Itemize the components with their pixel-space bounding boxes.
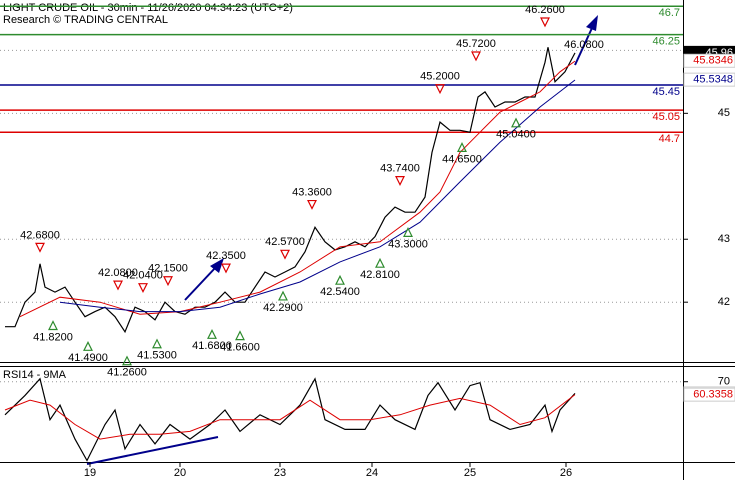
pivot-label: 42.3500	[206, 250, 246, 262]
pivot-low-marker	[48, 320, 58, 331]
pivot-low-marker	[403, 227, 413, 237]
level-label: 44.7	[659, 133, 680, 145]
price-tag: 60.3358	[693, 389, 733, 401]
pivot-high-marker	[35, 242, 45, 253]
pivot-label: 45.7200	[456, 38, 496, 50]
pivot-low-marker	[207, 328, 217, 339]
price-tag: 45.5348	[693, 74, 733, 86]
level-label: 46.25	[652, 36, 680, 48]
price-tag-box	[683, 72, 735, 87]
pivot-label: 42.0800	[98, 267, 138, 279]
pivot-label: 41.5300	[137, 350, 177, 362]
pivot-label: 45.0400	[496, 129, 536, 141]
pivot-high-marker	[113, 280, 123, 291]
level-label: 46.7	[659, 7, 680, 19]
pivot-label: 41.2600	[107, 367, 147, 379]
x-tick-label: 20	[174, 467, 186, 479]
level-label: 45.05	[652, 111, 680, 123]
x-tick-label: 19	[84, 467, 96, 479]
forecast-arrow	[184, 266, 217, 301]
pivot-high-marker	[163, 276, 173, 287]
pivot-label: 43.3600	[292, 186, 332, 198]
x-tick-label: 25	[464, 467, 476, 479]
y-tick-label: 43	[718, 233, 730, 245]
y-tick-label: 70	[718, 376, 730, 388]
y-tick-label: 42	[718, 296, 730, 308]
pivot-label: 42.0400	[123, 270, 163, 282]
pivot-label: 44.6500	[442, 153, 482, 165]
series-line	[59, 79, 576, 313]
trend-line	[86, 436, 219, 465]
pivot-label: 43.3000	[388, 238, 428, 250]
pivot-label: 41.6600	[220, 342, 260, 354]
pivot-label: 46.2600	[525, 4, 565, 16]
arrow-head	[586, 15, 598, 31]
pivot-label: 41.4900	[68, 352, 108, 364]
pivot-low-marker	[83, 340, 93, 351]
pivot-label: 42.1500	[148, 263, 188, 275]
price-tag: 45.8346	[693, 55, 733, 67]
pivot-label: 41.8200	[33, 331, 73, 343]
pivot-label: 41.6800	[192, 340, 232, 352]
pivot-low-marker	[122, 355, 132, 366]
arrow-head	[210, 258, 224, 273]
pivot-high-marker	[540, 17, 550, 28]
pivot-high-marker	[307, 199, 317, 210]
pivot-label: 42.6800	[20, 229, 60, 241]
pivot-low-marker	[511, 117, 521, 128]
y-tick-label: 45	[718, 107, 730, 119]
x-tick-label: 24	[366, 467, 378, 479]
pivot-low-marker	[457, 142, 467, 152]
pivot-high-marker	[435, 84, 445, 95]
panel-title: RSI14 - 9MA	[3, 369, 67, 381]
series-line	[19, 60, 576, 318]
pivot-label: 42.2900	[263, 302, 303, 314]
pivot-high-marker	[138, 283, 148, 294]
pivot-low-marker	[335, 274, 345, 285]
chart-subtitle: Research © TRADING CENTRAL	[3, 14, 168, 26]
series-line	[5, 47, 576, 334]
chart-title: LIGHT CRUDE OIL - 30min - 11/26/2020 04:…	[3, 2, 293, 14]
series-line	[4, 377, 576, 462]
x-tick-label: 23	[274, 467, 286, 479]
pivot-high-marker	[471, 51, 481, 62]
pivot-high-marker	[395, 176, 405, 186]
series-line	[4, 394, 576, 440]
x-tick-label: 26	[560, 467, 572, 479]
pivot-label: 42.5400	[320, 286, 360, 298]
target-label: 46.0800	[564, 39, 604, 51]
pivot-low-marker	[375, 257, 385, 268]
pivot-low-marker	[152, 338, 162, 349]
pivot-high-marker	[221, 263, 231, 274]
pivot-label: 45.2000	[420, 71, 460, 83]
pivot-low-marker	[235, 330, 245, 341]
price-tag-box	[683, 53, 735, 68]
pivot-label: 42.5700	[265, 236, 305, 248]
pivot-high-marker	[280, 249, 290, 260]
pivot-low-marker	[278, 290, 288, 301]
pivot-label: 43.7400	[380, 163, 420, 175]
level-label: 45.45	[652, 86, 680, 98]
price-tag-box	[683, 387, 735, 402]
pivot-label: 42.8100	[360, 269, 400, 281]
